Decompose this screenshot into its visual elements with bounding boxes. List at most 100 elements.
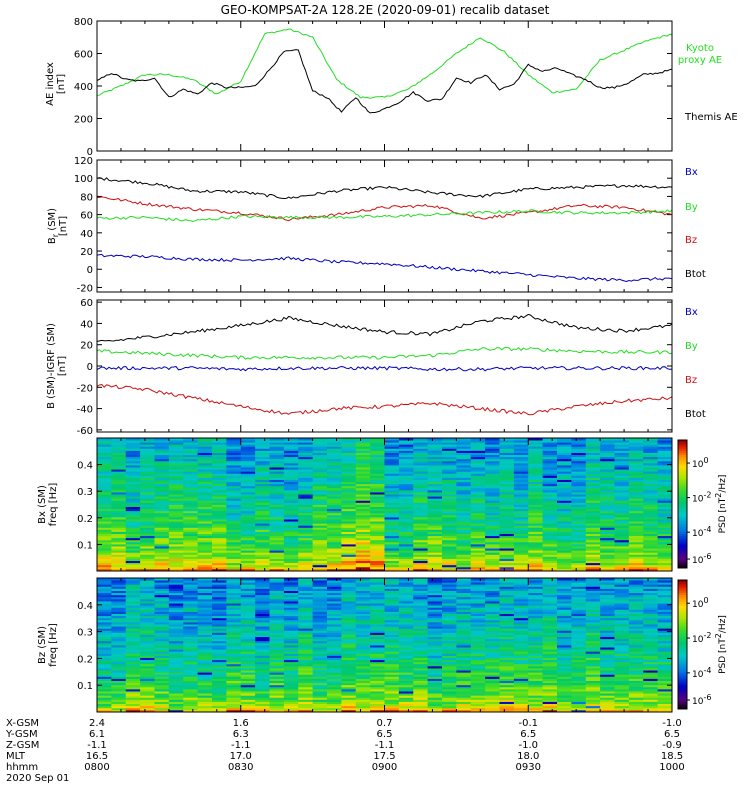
psd-cell xyxy=(154,707,170,711)
psd-cell xyxy=(154,527,170,530)
psd-cell xyxy=(614,508,630,512)
psd-cell xyxy=(355,670,371,673)
psd-cell xyxy=(97,688,112,692)
psd-cell xyxy=(283,674,299,677)
psd-cell xyxy=(485,477,500,480)
psd-cell xyxy=(643,452,659,456)
psd-cell xyxy=(456,584,472,587)
psd-cell xyxy=(614,550,630,553)
psd-cell xyxy=(140,609,155,612)
psd-cell xyxy=(398,601,414,604)
psd-cell xyxy=(442,546,457,549)
psd-cell xyxy=(240,665,256,669)
psd-cell xyxy=(571,527,587,530)
psd-cell xyxy=(470,504,486,507)
psd-cell xyxy=(140,450,155,453)
psd-cell xyxy=(183,531,199,534)
psd-cell xyxy=(499,705,515,709)
psd-cell xyxy=(97,697,112,700)
psd-cell xyxy=(355,438,371,441)
psd-cell xyxy=(226,562,242,566)
panel-5: 0.10.20.30.4Bz (SM)freq [Hz]10010-210-41… xyxy=(37,577,728,713)
psd-cell xyxy=(97,691,112,694)
psd-cell xyxy=(355,632,371,635)
psd-cell xyxy=(140,709,155,713)
psd-cell xyxy=(384,543,400,547)
psd-cell xyxy=(499,440,515,443)
colorbar-step xyxy=(678,450,687,454)
psd-cell xyxy=(542,469,558,472)
series-line-by xyxy=(96,209,673,223)
psd-cell xyxy=(269,603,285,606)
psd-cell xyxy=(413,481,429,485)
psd-cell xyxy=(528,670,544,673)
psd-cell xyxy=(384,458,400,462)
psd-cell xyxy=(341,684,357,688)
psd-cell xyxy=(327,512,342,516)
psd-cell xyxy=(600,527,615,530)
psd-cell xyxy=(212,465,227,468)
psd-cell xyxy=(427,510,443,514)
psd-cell xyxy=(125,469,141,472)
psd-cell xyxy=(557,560,572,564)
psd-cell xyxy=(327,670,342,673)
psd-cell xyxy=(212,682,227,686)
psd-cell xyxy=(442,657,457,661)
psd-cell xyxy=(183,707,199,711)
psd-cell xyxy=(97,680,112,684)
psd-cell xyxy=(513,670,529,673)
psd-cell xyxy=(197,527,213,530)
psd-cell xyxy=(542,678,558,681)
psd-cell xyxy=(255,578,270,581)
psd-cell xyxy=(442,519,457,522)
psd-cell xyxy=(312,504,328,507)
psd-cell xyxy=(298,603,314,606)
psd-cell xyxy=(240,586,256,589)
psd-cell xyxy=(370,626,385,629)
psd-cell xyxy=(255,531,270,534)
psd-cell xyxy=(312,688,328,692)
psd-cell xyxy=(255,594,270,598)
psd-cell xyxy=(442,448,457,451)
psd-cell xyxy=(585,475,601,478)
psd-cell xyxy=(298,709,314,713)
psd-cell xyxy=(125,562,141,566)
psd-cell xyxy=(341,628,357,631)
psd-cell xyxy=(542,564,558,568)
psd-cell xyxy=(97,438,112,441)
psd-cell xyxy=(298,659,314,663)
psd-cell xyxy=(499,619,515,623)
psd-cell xyxy=(341,514,357,518)
psd-cell xyxy=(557,492,572,495)
psd-cell xyxy=(255,504,270,507)
psd-cell xyxy=(255,500,270,503)
y-tick-label-3-1: 0.2 xyxy=(77,514,93,525)
psd-cell xyxy=(97,477,112,480)
colorbar-step xyxy=(678,531,687,535)
psd-cell xyxy=(528,691,544,694)
psd-cell xyxy=(283,458,299,462)
psd-cell xyxy=(499,485,515,489)
psd-cell xyxy=(370,592,385,596)
psd-cell xyxy=(485,444,500,447)
psd-cell xyxy=(657,454,673,458)
psd-cell xyxy=(528,446,544,449)
psd-cell xyxy=(600,450,615,453)
psd-cell xyxy=(154,467,170,470)
psd-cell xyxy=(542,691,558,694)
psd-cell xyxy=(312,674,328,677)
psd-cell xyxy=(456,525,472,528)
psd-cell xyxy=(513,442,529,445)
psd-cell xyxy=(283,626,299,629)
psd-cell xyxy=(442,578,457,581)
psd-cell xyxy=(212,630,227,633)
psd-cell xyxy=(111,619,127,623)
psd-cell xyxy=(427,452,443,456)
psd-cell xyxy=(255,682,270,686)
psd-cell xyxy=(413,500,429,503)
psd-cell xyxy=(197,682,213,686)
psd-cell xyxy=(528,479,544,483)
psd-cell xyxy=(154,448,170,451)
psd-cell xyxy=(657,521,673,524)
psd-cell xyxy=(312,594,328,598)
